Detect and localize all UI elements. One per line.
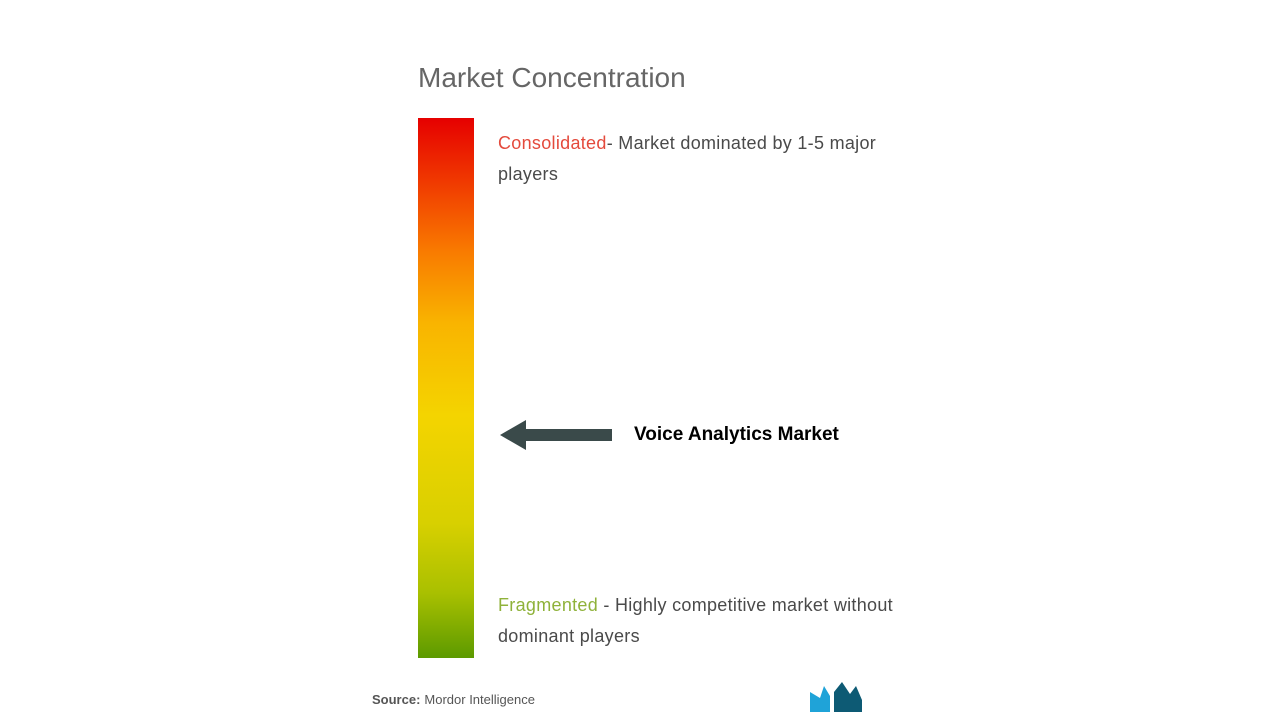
chart-title: Market Concentration [418, 62, 686, 94]
source-value: Mordor Intelligence [424, 692, 535, 707]
consolidated-key: Consolidated [498, 133, 607, 153]
mordor-logo-icon [810, 682, 862, 712]
arrow-left-icon [500, 420, 612, 450]
market-position-marker: Voice Analytics Market [500, 420, 839, 450]
source-label: Source: [372, 692, 420, 707]
consolidated-label-block: Consolidated- Market dominated by 1-5 ma… [498, 128, 918, 189]
fragmented-key: Fragmented [498, 595, 598, 615]
concentration-gradient-bar [418, 118, 474, 658]
fragmented-label-block: Fragmented - Highly competitive market w… [498, 590, 958, 651]
source-attribution: Source: Mordor Intelligence [372, 692, 535, 707]
infographic-canvas: Market Concentration Consolidated- Marke… [0, 0, 1280, 720]
market-name-label: Voice Analytics Market [634, 424, 839, 446]
